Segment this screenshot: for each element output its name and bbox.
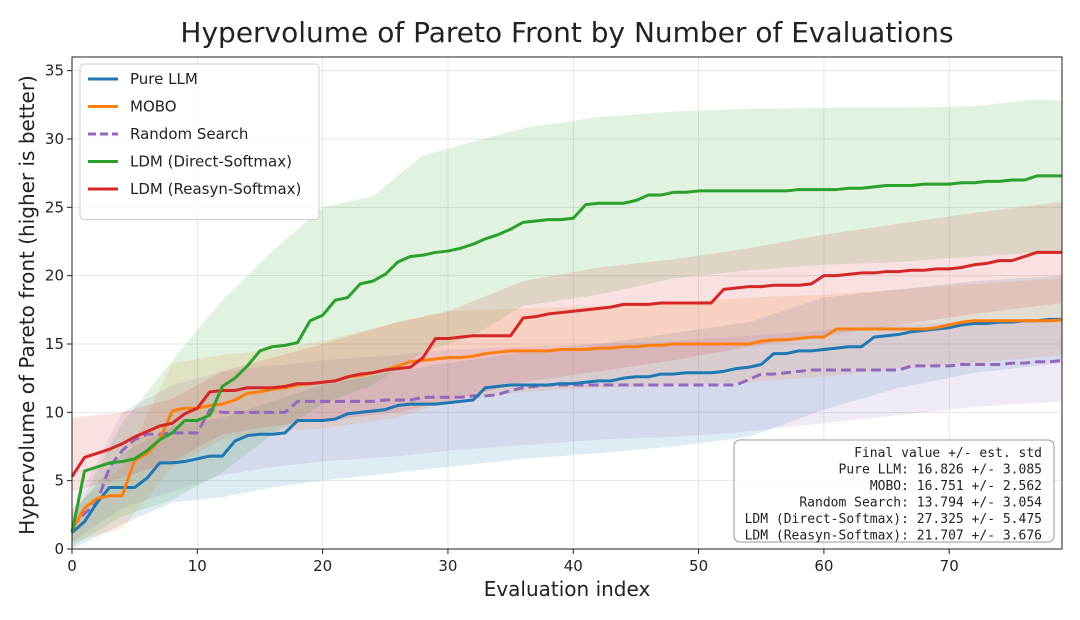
series-line bbox=[70, 318, 1063, 531]
y-tick-label: 20 bbox=[45, 267, 64, 285]
legend-label: MOBO bbox=[130, 98, 177, 116]
annotation-line: LDM (Direct-Softmax): 27.325 +/- 5.475 bbox=[745, 512, 1042, 527]
legend-label: Pure LLM bbox=[130, 70, 198, 88]
annotation-line: Pure LLM: 16.826 +/- 3.085 bbox=[839, 463, 1043, 478]
x-tick-label: 50 bbox=[689, 557, 708, 575]
plot-frame bbox=[71, 56, 1063, 550]
annotation-box bbox=[733, 439, 1055, 543]
legend: Pure LLM MOBO Random Search LDM (Direct-Sof… bbox=[79, 63, 320, 220]
legend-label: Random Search bbox=[130, 125, 248, 143]
std-band bbox=[72, 275, 1062, 549]
std-band bbox=[72, 278, 1062, 543]
annotation-line: Random Search: 13.794 +/- 3.054 bbox=[799, 496, 1042, 511]
y-tick-label: 15 bbox=[45, 335, 64, 353]
x-tick-label: 60 bbox=[814, 557, 833, 575]
x-tick-label: 0 bbox=[67, 557, 77, 575]
x-tick-label: 10 bbox=[188, 557, 207, 575]
annotation-line: LDM (Reasyn-Softmax): 21.707 +/- 3.676 bbox=[745, 529, 1042, 544]
y-tick-label: 0 bbox=[54, 540, 64, 558]
x-axis-label: Evaluation index bbox=[484, 577, 651, 601]
legend-label: LDM (Reasyn-Softmax) bbox=[130, 180, 301, 198]
series-line bbox=[71, 317, 1062, 534]
x-tick-label: 30 bbox=[438, 557, 457, 575]
axis-ticks: 0 10 20 30 40 50 60 70 0 5 10 15 20 25 30 35 bbox=[45, 62, 959, 575]
std-band bbox=[72, 319, 1062, 543]
series-line bbox=[70, 174, 1062, 533]
y-tick-label: 10 bbox=[45, 403, 64, 421]
annotation-line: MOBO: 16.751 +/- 2.562 bbox=[870, 479, 1042, 494]
final-values-annotation: Final value +/- est. std Pure LLM: 16.826… bbox=[733, 439, 1055, 544]
y-axis-label: Hypervolume of Pareto front (higher is b… bbox=[15, 75, 39, 535]
series-lines bbox=[70, 174, 1063, 534]
legend-label: LDM (Direct-Softmax) bbox=[130, 153, 292, 171]
y-tick-label: 35 bbox=[45, 62, 64, 80]
annotation-line: Final value +/- est. std bbox=[854, 446, 1042, 461]
x-tick-label: 20 bbox=[313, 557, 332, 575]
y-tick-label: 30 bbox=[45, 130, 64, 148]
legend-box bbox=[79, 63, 320, 220]
series-line bbox=[70, 250, 1062, 478]
y-tick-label: 25 bbox=[45, 198, 64, 216]
x-tick-label: 40 bbox=[564, 557, 583, 575]
y-tick-label: 5 bbox=[54, 472, 64, 490]
chart-title: Hypervolume of Pareto Front by Number of… bbox=[180, 16, 953, 49]
x-tick-label: 70 bbox=[940, 557, 959, 575]
